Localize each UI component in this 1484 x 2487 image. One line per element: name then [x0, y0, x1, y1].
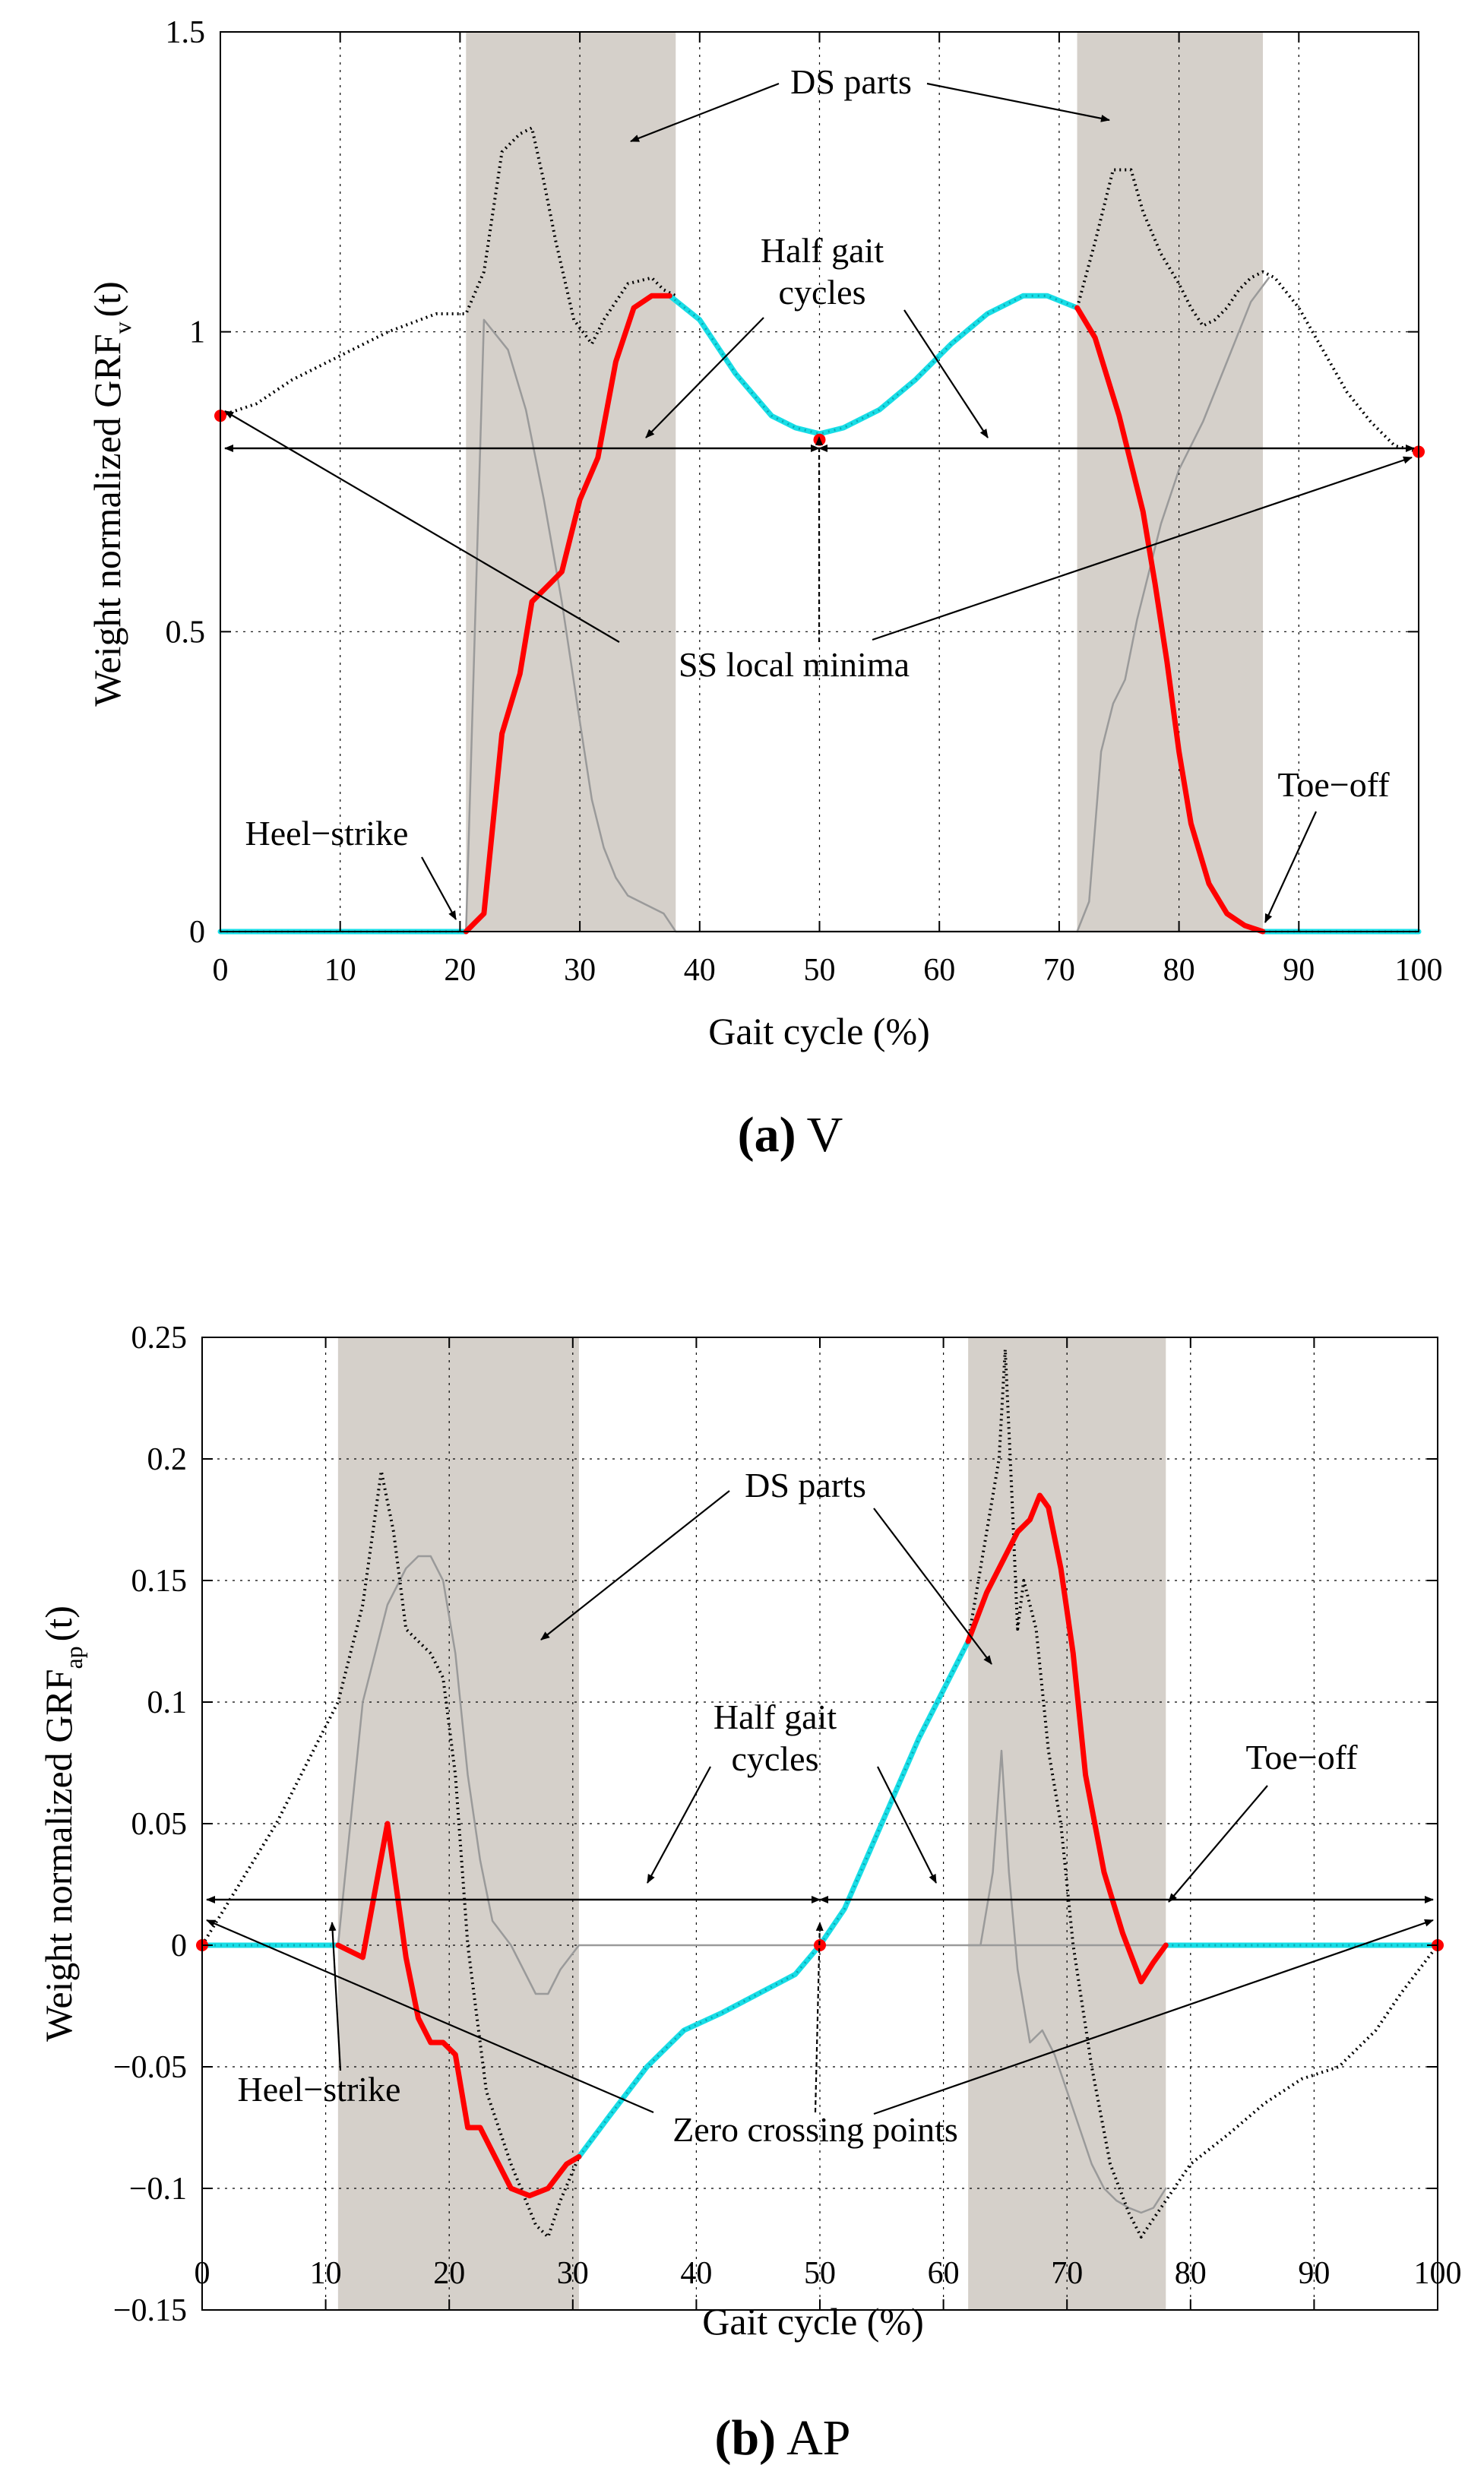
a-xtick-label-3: 30 [564, 953, 596, 988]
a-toe-off-arrow [1264, 811, 1317, 923]
a-series-other-foot-gray-1 [219, 318, 1420, 933]
a-ds-parts-label: DS parts [790, 62, 912, 101]
a-heel-strike-label: Heel−strike [245, 814, 409, 853]
b-xtick-label-9: 90 [1298, 2256, 1330, 2291]
b-series-red-segment-1 [335, 1821, 582, 2199]
b-toe-off-label: Toe−off [1245, 1738, 1358, 1777]
a-ss-arrow-right [872, 456, 1413, 641]
panel-b-anteroposterior: 0 10 20 30 40 50 60 70 80 90 100 −0.15 −0.1 −0.05 0 0.0… [37, 1321, 1462, 2466]
a-ds-arrow-left [630, 82, 780, 143]
a-series-cyan-half-cycles [666, 293, 1081, 437]
b-ytick-label-8: 0.25 [131, 1321, 188, 1356]
a-series-other-foot-gray-2 [1076, 277, 1270, 933]
a-ds-bands [466, 32, 1263, 932]
a-half-gait-arrow-right [903, 309, 989, 438]
b-xtick-label-10: 100 [1414, 2256, 1462, 2291]
b-series-other-foot-gray-2 [967, 1749, 1167, 2214]
a-ytick-label-1: 0.5 [166, 615, 206, 650]
b-xtick-label-3: 30 [557, 2256, 589, 2291]
a-series-red-rise [463, 293, 672, 935]
b-xtick-label-0: 0 [195, 2256, 210, 2291]
b-xlabel: Gait cycle (%) [702, 2300, 924, 2343]
a-ss-local-minima-label: SS local minima [679, 645, 910, 684]
b-ticks: 0 10 20 30 40 50 60 70 80 90 100 −0.15 −0.1 −0.05 0 0.0… [113, 1321, 1462, 2328]
b-ytick-label-2: −0.05 [113, 2050, 187, 2085]
a-ds-arrow-right [926, 82, 1110, 122]
panel-a-vertical: 0 10 20 30 40 50 60 70 80 90 100 0 0.5 1 1.5 Weight no… [86, 15, 1443, 1163]
b-series [199, 1348, 1441, 2239]
a-grid [220, 32, 1419, 932]
a-series-previous-cycle-dotted [220, 126, 677, 418]
b-half-gait-arrow-left [647, 1766, 711, 1884]
b-series-red-segment-2 [965, 1492, 1169, 1985]
b-heel-strike-label: Heel−strike [238, 2070, 401, 2109]
b-grid [202, 1337, 1438, 2310]
b-caption: (b) AP [714, 2410, 850, 2466]
a-ds-band-1 [1077, 32, 1263, 932]
a-caption: (a) V [738, 1107, 843, 1163]
b-ytick-label-7: 0.2 [147, 1442, 188, 1477]
a-xlabel: Gait cycle (%) [708, 1010, 930, 1052]
b-series-cyan-half-cycles [576, 1638, 971, 2160]
a-half-gait-arrow-left [645, 317, 764, 438]
a-ytick-label-3: 1.5 [166, 15, 206, 50]
a-half-gait-label-1: Half gait [761, 231, 884, 270]
a-xtick-label-6: 60 [923, 953, 955, 988]
a-xtick-label-0: 0 [213, 953, 229, 988]
b-half-gait-arrow-right [877, 1766, 937, 1884]
a-heel-strike-arrow [421, 856, 457, 920]
a-series-next-cycle-dotted [1075, 168, 1419, 454]
a-xtick-label-2: 20 [444, 953, 476, 988]
b-ds-band-0 [337, 1337, 579, 2310]
b-heel-strike-arrow [328, 1922, 342, 2071]
b-half-gait-label-1: Half gait [714, 1698, 837, 1736]
b-xtick-label-5: 50 [804, 2256, 836, 2291]
a-ylabel: Weight normalized GRFv(t) [86, 281, 136, 707]
b-zc-arrow-middle [814, 1922, 824, 2113]
b-zc-arrow-right [873, 1919, 1434, 2115]
a-ticks: 0 10 20 30 40 50 60 70 80 90 100 0 0.5 1 1.5 [166, 15, 1443, 988]
b-ytick-label-3: 0 [171, 1929, 187, 1963]
a-xtick-label-1: 10 [324, 953, 356, 988]
a-xtick-label-8: 80 [1163, 953, 1195, 988]
b-xtick-label-7: 70 [1051, 2256, 1083, 2291]
b-series-other-foot-gray-1 [201, 1555, 1439, 1995]
b-ylabel: Weight normalized GRFap(t) [37, 1606, 87, 2042]
b-ytick-label-1: −0.1 [129, 2172, 187, 2207]
a-ytick-label-2: 1 [189, 315, 205, 350]
a-xtick-label-7: 70 [1043, 953, 1075, 988]
a-xtick-label-9: 90 [1283, 953, 1315, 988]
a-ss-arrow-left [224, 410, 620, 643]
a-series-red-fall [1074, 305, 1266, 935]
a-toe-off-label: Toe−off [1277, 765, 1390, 804]
a-xtick-label-5: 50 [804, 953, 836, 988]
b-ds-arrow-right [873, 1508, 992, 1665]
b-xtick-label-1: 10 [310, 2256, 342, 2291]
a-xtick-label-10: 100 [1395, 953, 1443, 988]
a-half-gait-label-2: cycles [779, 273, 866, 312]
b-zero-crossing-label: Zero crossing points [672, 2110, 958, 2149]
b-xtick-label-4: 40 [680, 2256, 712, 2291]
a-ds-band-0 [466, 32, 676, 932]
a-xtick-label-4: 40 [684, 953, 716, 988]
b-ytick-label-4: 0.05 [131, 1807, 188, 1842]
b-ytick-label-5: 0.1 [147, 1685, 188, 1720]
b-toe-off-arrow [1168, 1785, 1268, 1903]
b-ds-parts-label: DS parts [745, 1466, 866, 1505]
b-ytick-label-6: 0.15 [131, 1564, 188, 1599]
b-ds-arrow-left [540, 1490, 730, 1641]
b-xtick-label-2: 20 [433, 2256, 465, 2291]
a-ytick-label-0: 0 [189, 915, 205, 950]
b-xtick-label-8: 80 [1175, 2256, 1207, 2291]
b-zc-arrow-left [206, 1919, 654, 2114]
b-half-gait-label-2: cycles [732, 1739, 819, 1778]
b-xtick-label-6: 60 [928, 2256, 960, 2291]
b-ytick-label-0: −0.15 [113, 2293, 187, 2328]
